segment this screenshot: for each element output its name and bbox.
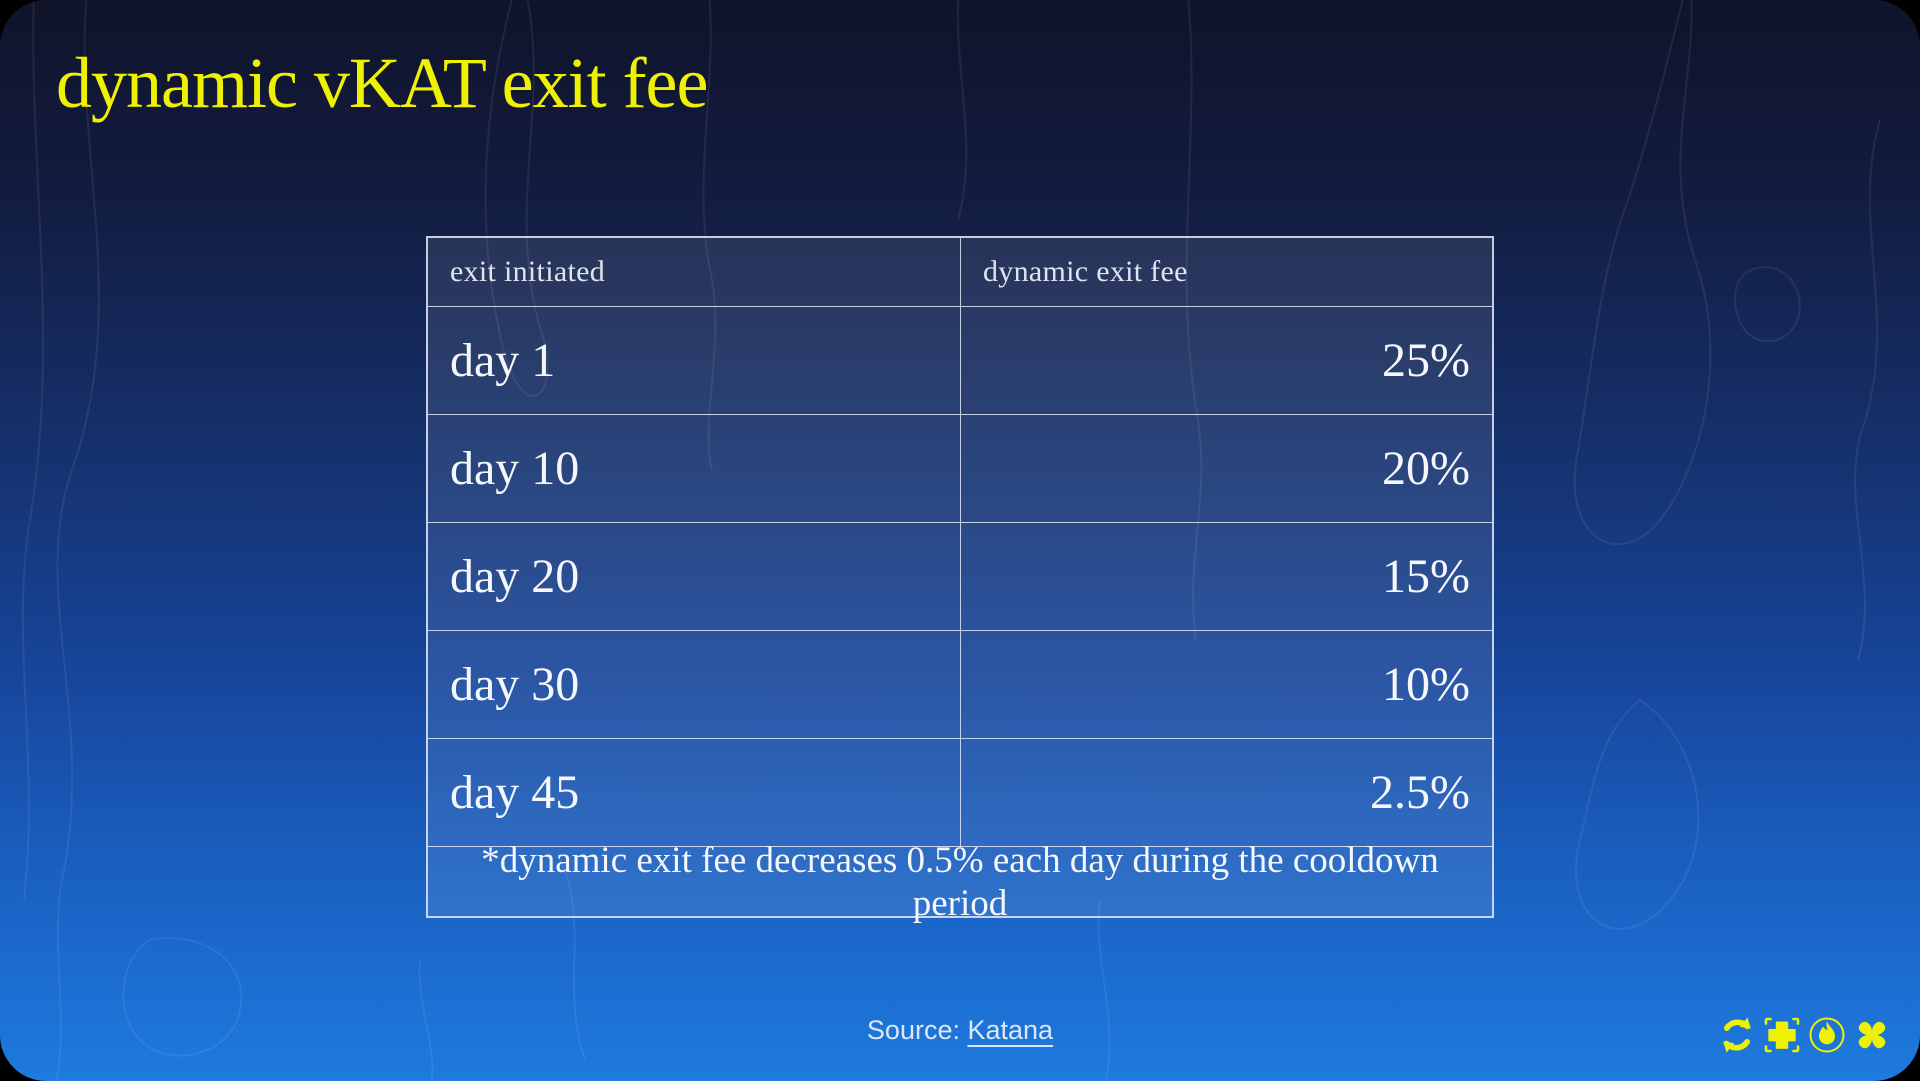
source-label: Source: xyxy=(866,1015,960,1045)
clover-icon xyxy=(1858,1021,1886,1049)
exit-initiated-cell: day 30 xyxy=(428,630,960,738)
column-header-dynamic-exit-fee: dynamic exit fee xyxy=(960,238,1492,306)
exit-initiated-cell: day 1 xyxy=(428,306,960,414)
dynamic-exit-fee-cell: 25% xyxy=(960,306,1492,414)
flame-icon xyxy=(1809,1017,1845,1053)
refresh-icon xyxy=(1723,1017,1751,1053)
page-title: dynamic vKAT exit fee xyxy=(56,43,708,123)
logo-strip xyxy=(1717,1015,1892,1055)
exit-initiated-cell: day 20 xyxy=(428,522,960,630)
exit-initiated-cell: day 45 xyxy=(428,738,960,846)
dynamic-exit-fee-cell: 2.5% xyxy=(960,738,1492,846)
dynamic-exit-fee-cell: 10% xyxy=(960,630,1492,738)
exit-fee-table: exit initiated dynamic exit fee day 1 25… xyxy=(426,236,1494,924)
column-header-exit-initiated: exit initiated xyxy=(450,255,605,288)
dynamic-exit-fee-cell: 20% xyxy=(960,414,1492,522)
plus-frame-icon xyxy=(1764,1017,1800,1053)
table-footnote: *dynamic exit fee decreases 0.5% each da… xyxy=(428,840,1492,924)
exit-initiated-cell: day 10 xyxy=(428,414,960,522)
source-link-katana[interactable]: Katana xyxy=(967,1015,1054,1045)
source-line: Source: Katana xyxy=(0,1015,1920,1046)
dynamic-exit-fee-cell: 15% xyxy=(960,522,1492,630)
